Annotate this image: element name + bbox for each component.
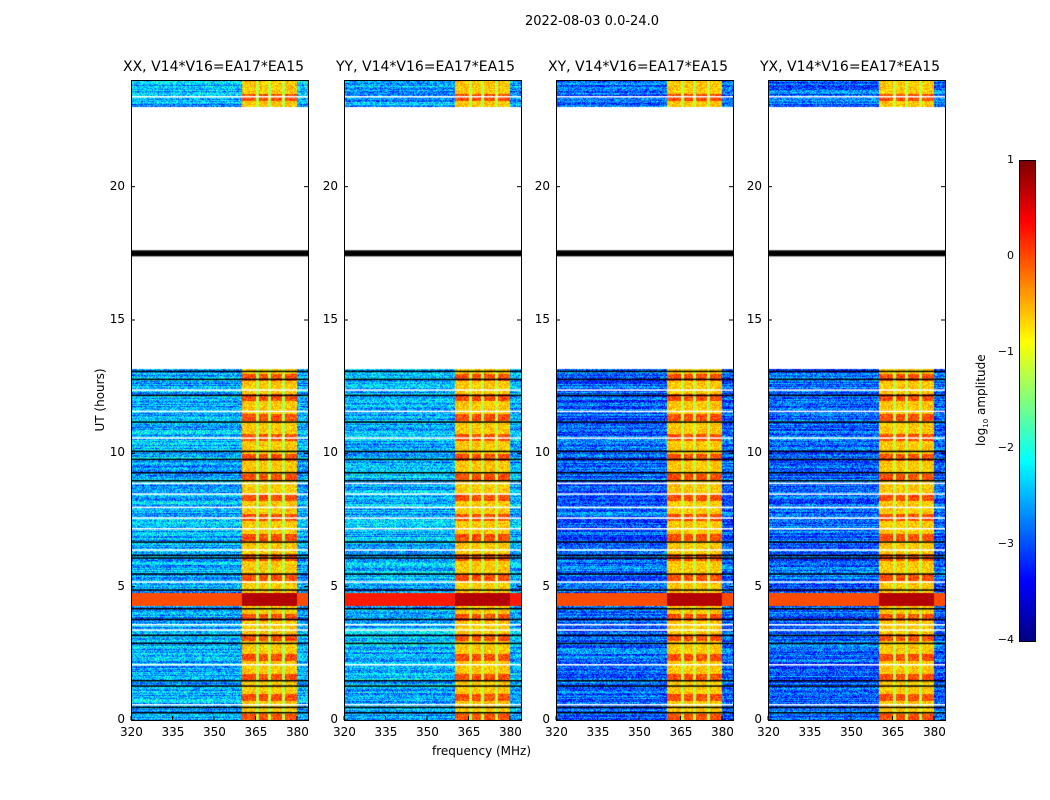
y-tick-label: 15	[746, 312, 762, 326]
panel-title: XY, V14*V16=EA17*EA15	[548, 59, 729, 75]
x-tick-label: 350	[627, 725, 651, 739]
x-tick-label: 365	[244, 725, 268, 739]
x-tick-label: 335	[374, 725, 398, 739]
x-tick-label: 380	[498, 725, 522, 739]
y-tick-label: 0	[117, 712, 125, 726]
x-axis-label: frequency (MHz)	[432, 744, 532, 758]
y-tick-label: 15	[109, 312, 125, 326]
x-tick-label: 335	[798, 725, 822, 739]
colorbar-tick-label: 0	[1007, 249, 1014, 262]
x-tick-label: 320	[120, 725, 143, 739]
y-tick-label: 20	[746, 178, 762, 193]
x-tick-label: 335	[586, 725, 610, 739]
colorbar-tick-label: −1	[997, 345, 1014, 358]
x-tick-label: 335	[161, 725, 185, 739]
colorbar-tick-label: −4	[997, 633, 1014, 646]
panel-title: XX, V14*V16=EA17*EA15	[123, 59, 305, 75]
y-tick-label: 5	[117, 578, 125, 593]
x-tick-label: 350	[202, 725, 226, 739]
y-tick-label: 20	[109, 178, 125, 193]
spectrogram-xx	[131, 80, 308, 720]
panel-frame	[556, 80, 734, 721]
y-tick-label: 20	[322, 178, 338, 193]
x-tick-label: 320	[757, 725, 780, 739]
y-tick-label: 5	[754, 578, 762, 593]
x-tick-label: 365	[669, 725, 693, 739]
y-tick-label: 20	[534, 178, 550, 193]
y-tick-label: 10	[746, 445, 762, 460]
y-tick-label: 10	[109, 445, 125, 460]
spectrogram-yy	[344, 80, 521, 720]
x-tick-label: 380	[922, 725, 946, 739]
panel-frame	[768, 80, 946, 721]
colorbar-tick-label: −3	[997, 537, 1014, 550]
x-tick-label: 350	[839, 725, 863, 739]
spectrogram-xy	[556, 80, 733, 720]
y-tick-label: 0	[754, 712, 762, 726]
panel-frame	[344, 80, 522, 721]
y-tick-label: 10	[534, 445, 550, 460]
panel-title: YY, V14*V16=EA17*EA15	[336, 59, 515, 75]
y-tick-label: 15	[534, 312, 550, 326]
y-tick-label: 10	[322, 445, 338, 460]
spectrogram-yx	[768, 80, 945, 720]
x-tick-label: 350	[415, 725, 439, 739]
x-tick-label: 365	[881, 725, 905, 739]
x-tick-label: 380	[285, 725, 309, 739]
x-tick-label: 380	[710, 725, 734, 739]
colorbar-tick-label: 1	[1007, 153, 1014, 166]
y-tick-label: 15	[322, 312, 338, 326]
x-tick-label: 320	[333, 725, 356, 739]
figure-title: 2022-08-03 0.0-24.0	[525, 14, 659, 29]
panel-frame	[131, 80, 309, 721]
x-tick-label: 365	[457, 725, 481, 739]
x-tick-label: 320	[545, 725, 568, 739]
y-tick-label: 0	[330, 712, 338, 726]
y-tick-label: 0	[542, 712, 550, 726]
y-tick-label: 5	[542, 578, 550, 593]
colorbar-tick-label: −2	[997, 441, 1014, 454]
y-tick-label: 5	[330, 578, 338, 593]
colorbar	[1019, 160, 1036, 642]
panel-title: YX, V14*V16=EA17*EA15	[760, 59, 941, 75]
